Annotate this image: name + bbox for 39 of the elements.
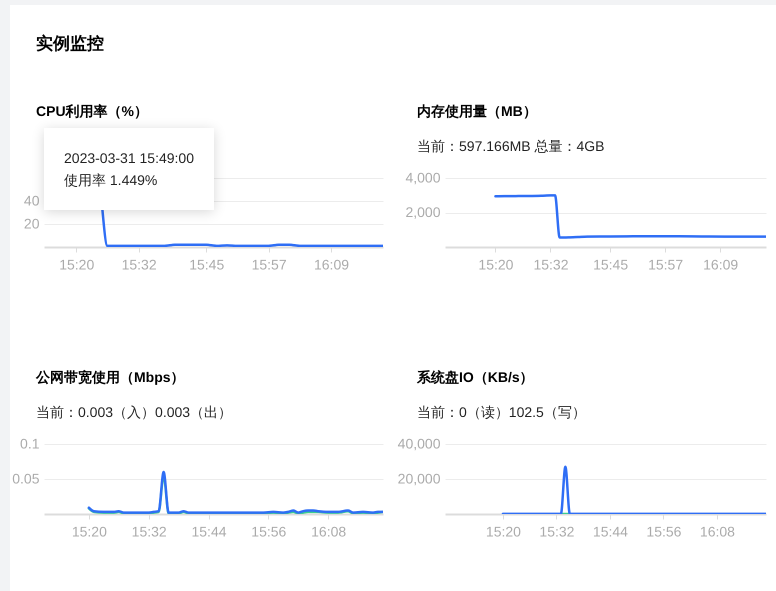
chart-subtitle: 当前：597.166MB 总量：4GB xyxy=(417,138,605,154)
x-tick-label: 16:09 xyxy=(314,256,350,272)
x-tick-label: 15:32 xyxy=(539,524,575,540)
x-tick-label: 15:44 xyxy=(191,524,227,540)
text: 实例监控 xyxy=(36,33,104,55)
x-tick-label: 15:45 xyxy=(189,256,224,272)
x-tick-label: 16:09 xyxy=(703,256,738,272)
y-tick-label: 20 xyxy=(24,216,40,232)
line-series xyxy=(494,194,766,239)
x-tick-label: 15:56 xyxy=(646,524,682,540)
x-tick-label: 15:57 xyxy=(648,256,684,272)
chart-title: 公网带宽使用（Mbps） xyxy=(35,369,185,385)
x-tick-label: 15:20 xyxy=(486,524,522,540)
x-tick-label: 16:08 xyxy=(311,524,346,540)
x-tick-label: 15:20 xyxy=(478,256,514,272)
y-tick-label: 4,000 xyxy=(405,170,441,186)
y-tick-label: 40,000 xyxy=(398,436,441,452)
chart-subtitle: 当前：0（读）102.5（写） xyxy=(417,404,586,420)
x-tick-label: 15:32 xyxy=(132,524,167,540)
y-tick-label: 0.1 xyxy=(20,436,40,452)
chart-title: CPU利用率（%） xyxy=(36,103,148,119)
x-tick-label: 15:57 xyxy=(252,256,287,272)
y-tick-label: 20,000 xyxy=(398,470,441,486)
chart-title: 系统盘IO（KB/s） xyxy=(416,369,534,385)
y-tick-label: 2,000 xyxy=(405,204,441,220)
x-tick-label: 15:20 xyxy=(59,256,94,272)
x-tick-label: 15:45 xyxy=(593,256,628,272)
x-tick-label: 16:08 xyxy=(700,524,736,540)
x-tick-label: 15:32 xyxy=(533,256,569,272)
chart-subtitle: 当前：0.003（入）0.003（出） xyxy=(36,404,232,420)
y-tick-label: 0.05 xyxy=(12,470,40,486)
text: 2023-03-31 15:49:00 xyxy=(64,149,194,168)
x-tick-label: 15:44 xyxy=(592,524,628,540)
x-tick-label: 15:20 xyxy=(72,524,108,540)
annotation: 使用率 1.449% xyxy=(64,171,158,190)
y-tick-label: 40 xyxy=(24,192,40,208)
chart-title: 内存使用量（MB） xyxy=(417,103,537,119)
x-tick-label: 15:32 xyxy=(122,256,157,272)
x-tick-label: 15:56 xyxy=(251,524,287,540)
